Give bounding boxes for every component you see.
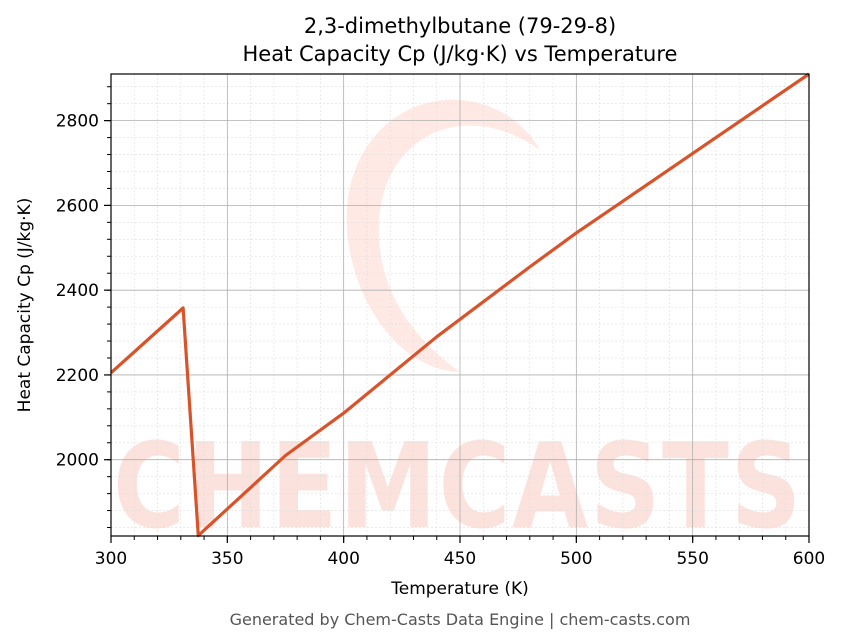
y-tick-label: 2400 (56, 281, 99, 301)
footer-credit: Generated by Chem-Casts Data Engine | ch… (230, 610, 691, 629)
y-tick-label: 2600 (56, 196, 99, 216)
x-axis: 300 350 400 450 500 550 600 (95, 536, 825, 569)
y-tick-label: 2200 (56, 366, 99, 386)
x-tick-label: 400 (327, 549, 359, 569)
watermark-swirl-icon (346, 99, 540, 372)
y-tick-label: 2800 (56, 112, 99, 132)
x-tick-label: 300 (95, 549, 127, 569)
watermark-text: CHEMCASTS (113, 417, 803, 555)
x-tick-label: 600 (793, 549, 825, 569)
x-tick-label: 350 (211, 549, 243, 569)
x-tick-label: 500 (560, 549, 592, 569)
y-axis: 2000 2200 2400 2600 2800 (56, 86, 111, 529)
chart-title-line2: Heat Capacity Cp (J/kg·K) vs Temperature (243, 42, 678, 66)
x-tick-label: 550 (676, 549, 708, 569)
x-axis-label: Temperature (K) (390, 579, 529, 599)
y-axis-label: Heat Capacity Cp (J/kg·K) (15, 198, 35, 413)
watermark: CHEMCASTS (113, 99, 803, 555)
y-tick-label: 2000 (56, 451, 99, 471)
grid-major (110, 74, 810, 536)
x-tick-label: 450 (444, 549, 476, 569)
series-line (109, 72, 810, 538)
chart-title-line1: 2,3-dimethylbutane (79-29-8) (304, 14, 616, 38)
